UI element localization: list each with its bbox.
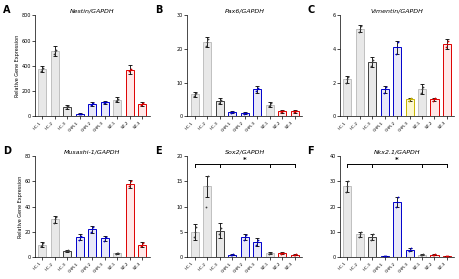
Bar — [405, 99, 413, 116]
Bar — [38, 245, 46, 257]
Bar — [252, 89, 261, 116]
Y-axis label: Relative Gene Expression: Relative Gene Expression — [18, 175, 23, 238]
Bar — [265, 253, 273, 257]
Bar — [63, 251, 71, 257]
Bar — [342, 186, 351, 257]
Text: B: B — [155, 5, 162, 15]
Title: Nestin/GAPDH: Nestin/GAPDH — [70, 9, 114, 14]
Bar — [38, 69, 46, 116]
Bar — [277, 253, 285, 257]
Bar — [228, 112, 236, 116]
Bar — [355, 234, 363, 257]
Bar — [430, 99, 437, 116]
Bar — [125, 184, 134, 257]
Bar — [355, 29, 363, 116]
Bar — [442, 44, 450, 116]
Bar — [215, 101, 224, 116]
Bar — [417, 255, 425, 257]
Text: D: D — [3, 146, 11, 156]
Title: Musashi-1/GAPDH: Musashi-1/GAPDH — [64, 150, 120, 155]
Bar — [252, 242, 261, 257]
Bar — [113, 100, 121, 116]
Bar — [190, 94, 198, 116]
Text: *: * — [394, 157, 398, 163]
Text: A: A — [3, 5, 10, 15]
Bar — [138, 245, 146, 257]
Bar — [101, 238, 109, 257]
Bar — [50, 219, 59, 257]
Title: Sox2/GAPDH: Sox2/GAPDH — [224, 150, 264, 155]
Title: Vimentin/GAPDH: Vimentin/GAPDH — [370, 9, 423, 14]
Bar — [380, 89, 388, 116]
Bar — [63, 107, 71, 116]
Bar — [88, 104, 96, 116]
Bar — [265, 105, 273, 116]
Bar — [240, 113, 248, 116]
Bar — [342, 79, 351, 116]
Y-axis label: Relative Gene Expression: Relative Gene Expression — [15, 35, 20, 97]
Bar — [442, 256, 450, 257]
Bar — [228, 255, 236, 257]
Bar — [50, 51, 59, 116]
Bar — [392, 202, 400, 257]
Bar — [392, 47, 400, 116]
Bar — [405, 250, 413, 257]
Bar — [277, 111, 285, 116]
Bar — [367, 62, 375, 116]
Bar — [113, 253, 121, 257]
Bar — [417, 89, 425, 116]
Bar — [215, 231, 224, 257]
Bar — [367, 237, 375, 257]
Text: *: * — [242, 157, 246, 163]
Bar — [290, 255, 298, 257]
Text: C: C — [307, 5, 314, 15]
Bar — [240, 237, 248, 257]
Text: E: E — [155, 146, 162, 156]
Bar — [290, 111, 298, 116]
Bar — [88, 229, 96, 257]
Bar — [380, 256, 388, 257]
Text: F: F — [307, 146, 313, 156]
Bar — [76, 114, 84, 116]
Bar — [430, 255, 437, 257]
Bar — [138, 104, 146, 116]
Title: Pax6/GAPDH: Pax6/GAPDH — [224, 9, 264, 14]
Bar — [190, 232, 198, 257]
Bar — [203, 186, 211, 257]
Bar — [76, 237, 84, 257]
Bar — [101, 102, 109, 116]
Title: Nkx2.1/GAPDH: Nkx2.1/GAPDH — [373, 150, 420, 155]
Bar — [203, 42, 211, 116]
Bar — [125, 69, 134, 116]
